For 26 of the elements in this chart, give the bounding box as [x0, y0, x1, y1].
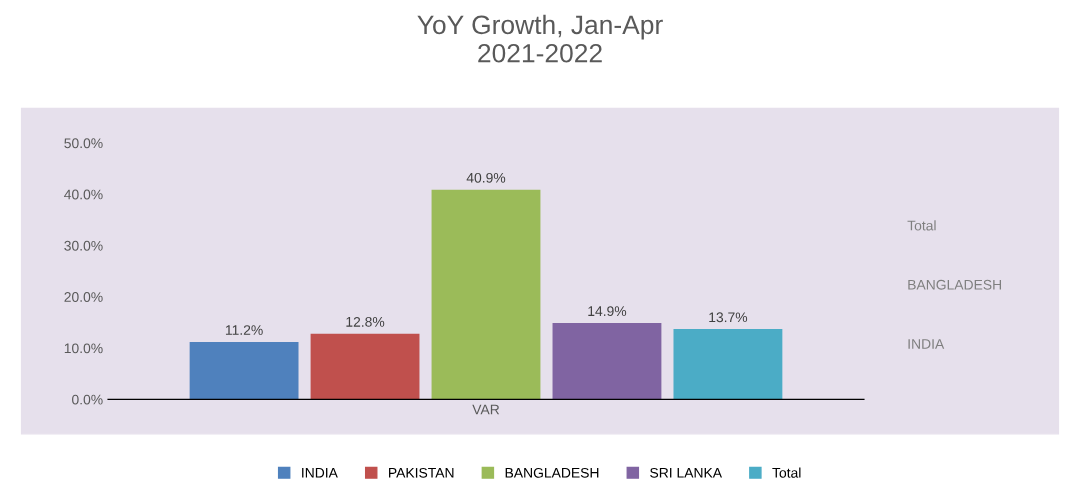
- y-tick-label: 20.0%: [64, 292, 103, 302]
- y-tick-label: 50.0%: [64, 138, 103, 149]
- text: INDIA: [908, 339, 945, 349]
- bar: [189, 341, 299, 400]
- bar: [552, 322, 662, 400]
- data-label: 13.7%: [709, 312, 748, 323]
- legend-label: Total: [772, 467, 801, 478]
- bar: [310, 333, 420, 400]
- y-tick-label: 0.0%: [72, 394, 103, 405]
- data-label: 14.9%: [588, 306, 627, 317]
- data-label: 40.9%: [466, 172, 506, 183]
- x-tick-label: VAR: [472, 404, 500, 415]
- data-label: 12.8%: [346, 316, 385, 327]
- bar: [673, 329, 783, 400]
- legend-label: SRI LANKA: [650, 467, 723, 478]
- legend-label: BANGLADESH: [505, 467, 599, 478]
- text: Total: [907, 220, 936, 231]
- chart-title: YoY Growth, Jan-Apr 2021-2022: [417, 14, 663, 63]
- legend-label: PAKISTAN: [389, 467, 454, 478]
- data-label: 11.2%: [225, 325, 263, 335]
- y-tick-label: 10.0%: [64, 343, 103, 354]
- y-tick-label: 40.0%: [64, 189, 103, 200]
- bar: [431, 189, 541, 400]
- y-tick-label: 30.0%: [64, 240, 103, 251]
- legend-label: INDIA: [302, 468, 338, 478]
- text: BANGLADESH: [908, 279, 1001, 290]
